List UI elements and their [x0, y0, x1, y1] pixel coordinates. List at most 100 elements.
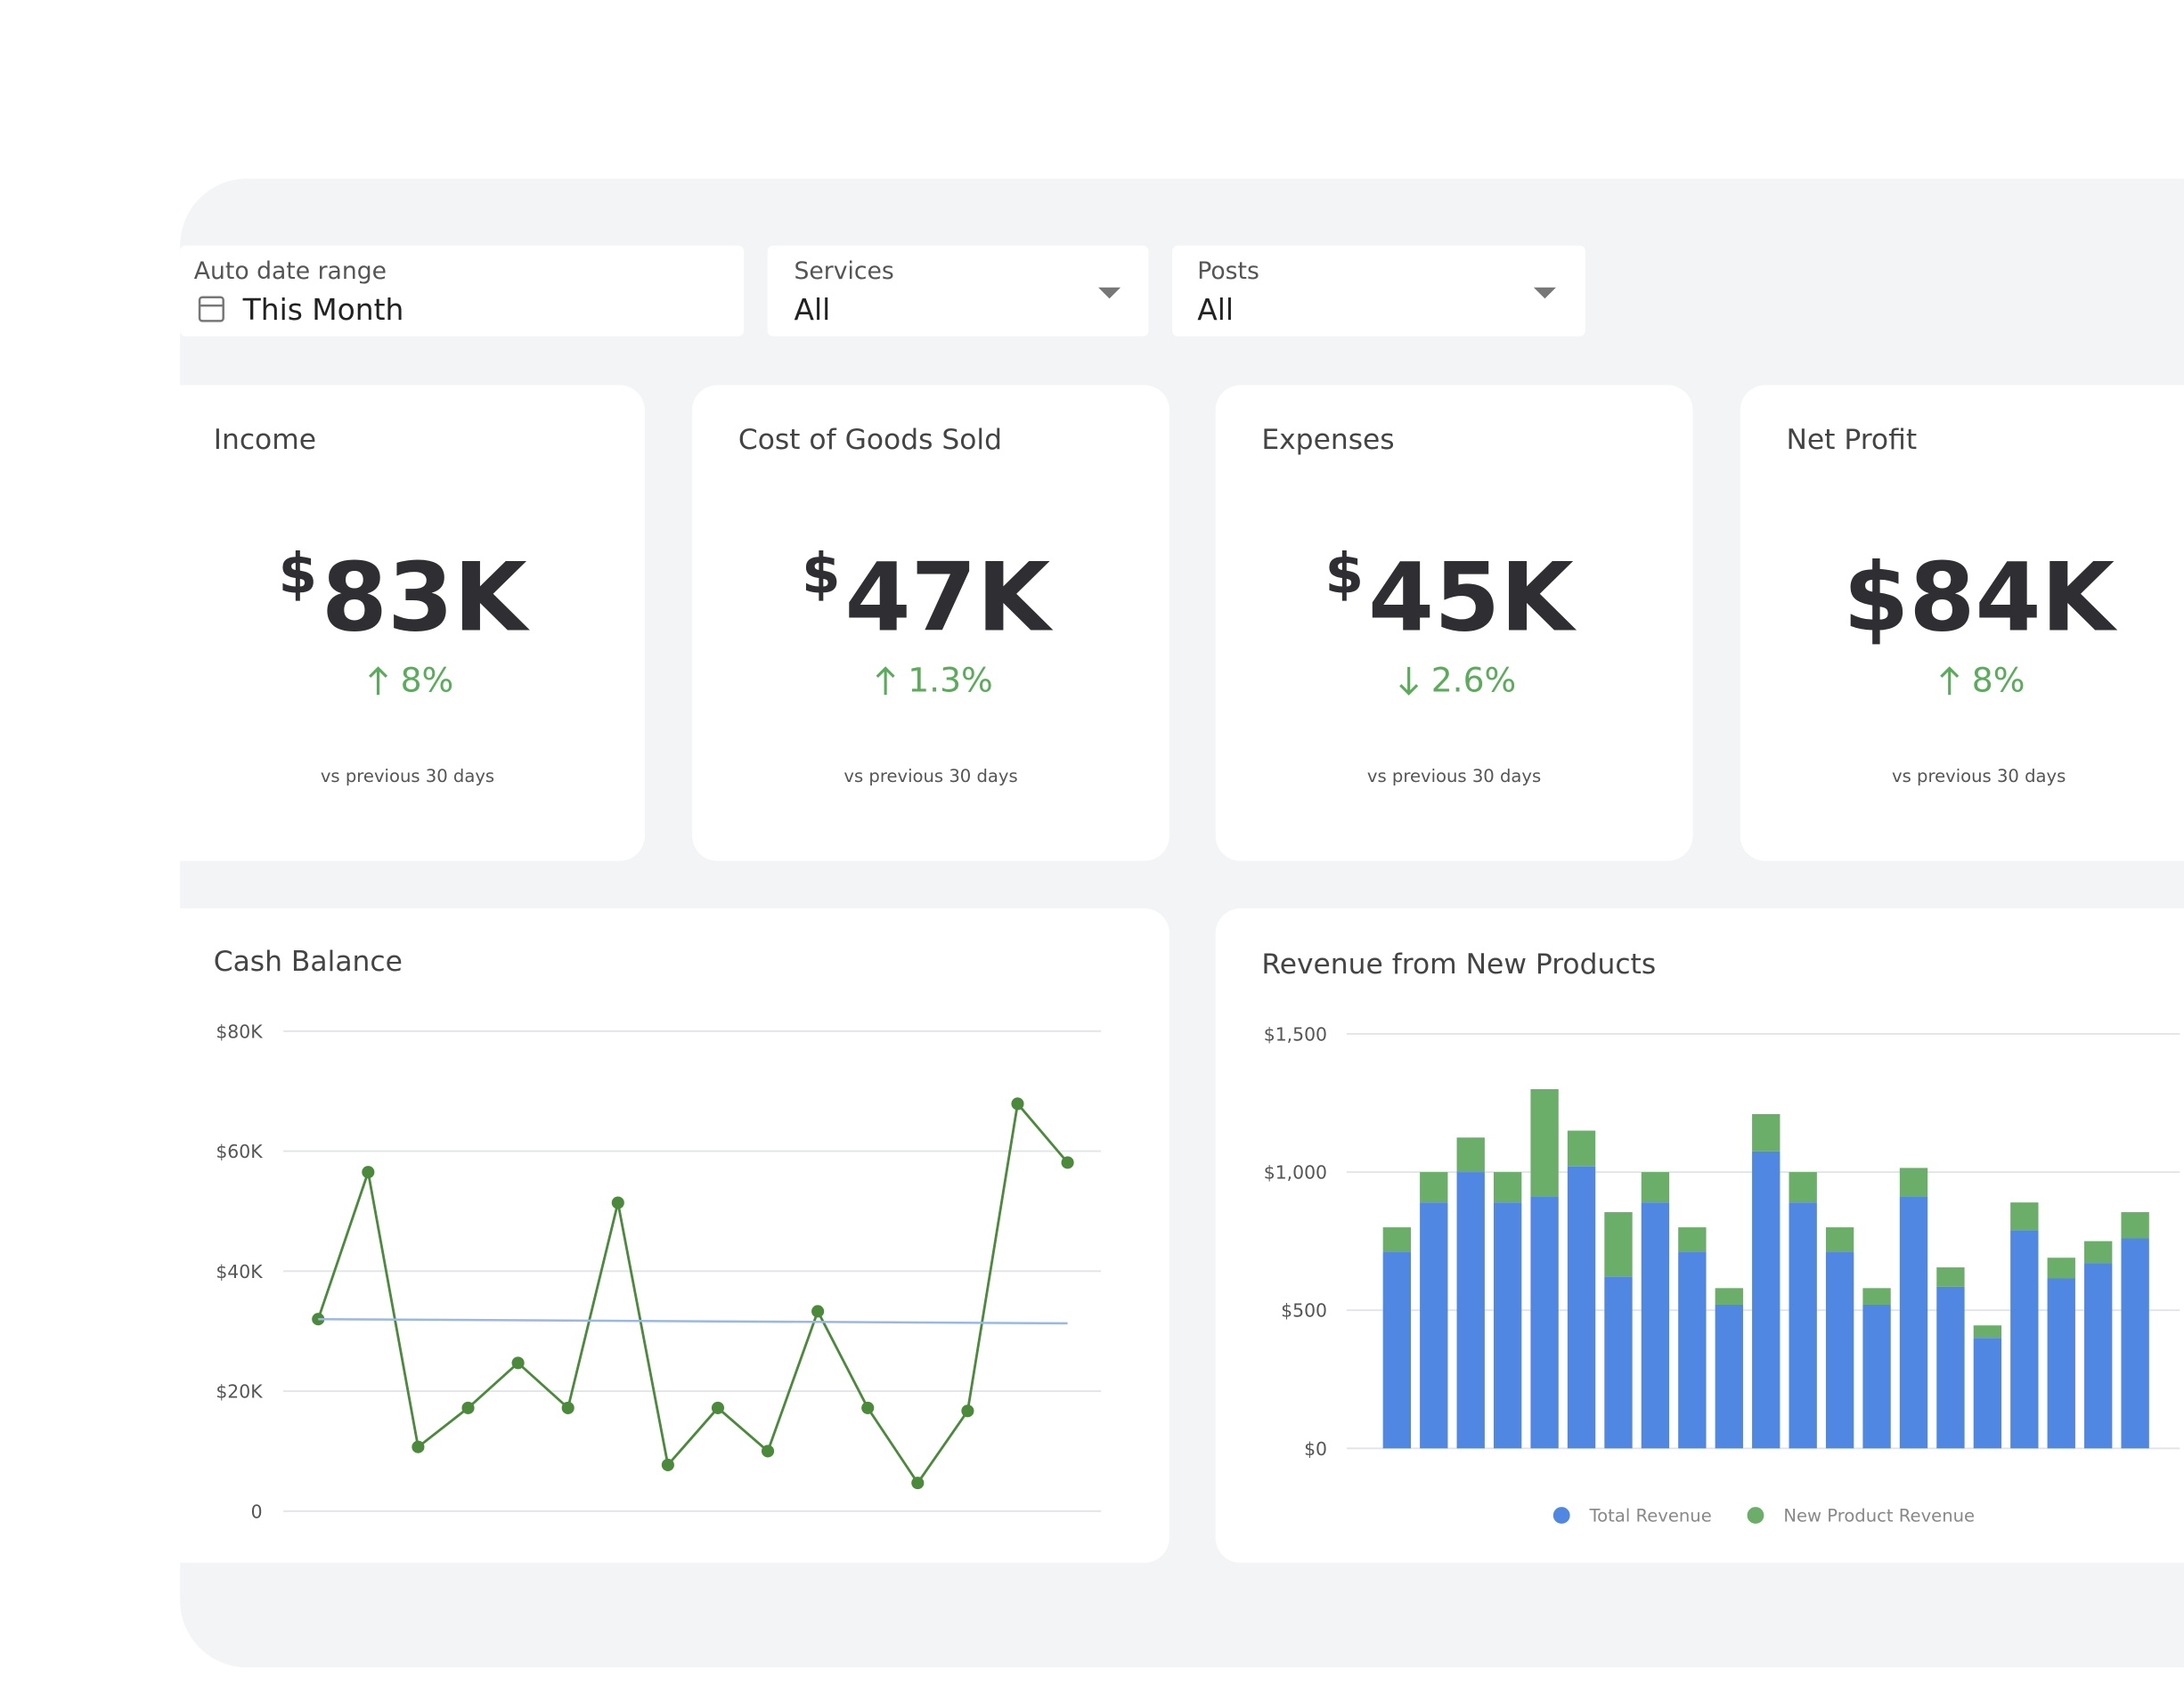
dropdown-arrow[interactable]	[1098, 287, 1121, 299]
kpi-card	[1215, 385, 1693, 861]
bar-segment	[1420, 1172, 1448, 1203]
kpi-change: 8%	[401, 661, 454, 700]
filter-value: All	[795, 292, 831, 327]
filter-value: This Month	[242, 292, 404, 327]
bar-segment	[1973, 1325, 2002, 1339]
kpi-arrow	[369, 666, 388, 696]
bar-segment	[1678, 1252, 1707, 1449]
filter-label: Auto date range	[194, 257, 387, 285]
bar-segment	[1456, 1172, 1485, 1449]
bar-segment	[1789, 1202, 1817, 1449]
bar-segment	[2047, 1278, 2075, 1449]
bar-segment	[1862, 1288, 1891, 1305]
bar-segment	[1715, 1288, 1743, 1305]
kpi-value: 83K	[322, 543, 530, 654]
kpi-change: 2.6%	[1431, 661, 1517, 700]
line	[318, 1317, 1068, 1325]
kpi-card	[1740, 385, 2184, 861]
bar-segment	[1493, 1202, 1522, 1449]
kpi-prefix: $	[802, 541, 841, 606]
bar-segment	[1752, 1113, 1781, 1152]
kpi-title: Net Profit	[1786, 424, 1917, 456]
bar-segment	[1382, 1252, 1412, 1449]
kpi-title: Expenses	[1261, 424, 1394, 456]
bar-segment	[2084, 1241, 2113, 1264]
legend-label: New Product Revenue	[1783, 1506, 1975, 1526]
y-tick-label: $20K	[216, 1381, 263, 1403]
bar-segment	[1420, 1202, 1448, 1449]
bar-segment	[1825, 1227, 1854, 1253]
kpi-value: $84K	[1843, 543, 2117, 654]
filter-label: Posts	[1197, 257, 1259, 285]
line	[316, 1101, 1069, 1486]
kpi-card	[153, 385, 645, 861]
bar-segment	[1825, 1252, 1854, 1449]
filter-value: All	[1197, 292, 1234, 327]
legend-marker	[1747, 1507, 1764, 1524]
filter-box[interactable]	[1172, 245, 1585, 337]
kpi-value: 45K	[1368, 543, 1577, 654]
kpi-arrow	[1399, 666, 1419, 696]
bar-segment	[1899, 1168, 1928, 1197]
kpi-value: 47K	[844, 543, 1053, 654]
left-margin	[0, 0, 181, 1685]
y-tick-label: 0	[251, 1501, 263, 1522]
y-tick-label: $0	[1304, 1438, 1327, 1460]
bar-segment	[1493, 1172, 1522, 1203]
bar-segment	[1456, 1137, 1485, 1173]
dropdown-arrow[interactable]	[1533, 287, 1556, 299]
bar-segment	[1567, 1166, 1596, 1449]
bar-segment	[2047, 1258, 2075, 1279]
bar-segment	[2010, 1230, 2039, 1449]
bar-segment	[1604, 1276, 1633, 1449]
kpi-arrow	[1940, 666, 1960, 696]
bar-segment	[1641, 1172, 1670, 1203]
legend-label: Total Revenue	[1589, 1506, 1712, 1526]
bar-segment	[1678, 1227, 1707, 1253]
bar-segment	[1530, 1089, 1559, 1197]
bar-segment	[2010, 1202, 2039, 1231]
bar-segment	[1899, 1196, 1928, 1449]
bar-segment	[1936, 1267, 1965, 1287]
y-tick-label: $500	[1281, 1300, 1327, 1322]
kpi-note: vs previous 30 days	[1892, 766, 2066, 786]
kpi-change: 1.3%	[908, 661, 993, 700]
kpi-note: vs previous 30 days	[321, 766, 494, 786]
kpi-arrow	[876, 666, 895, 696]
kpi-card	[692, 385, 1169, 861]
y-tick-label: $1,500	[1264, 1024, 1327, 1046]
chart-title: Cash Balance	[214, 946, 403, 978]
chart-title: Revenue from New Products	[1261, 948, 1656, 981]
y-tick-label: $1,000	[1264, 1162, 1327, 1184]
legend-marker	[1552, 1507, 1570, 1524]
y-tick-label: $40K	[216, 1261, 263, 1282]
bar-segment	[1567, 1130, 1596, 1167]
kpi-title: Income	[214, 424, 316, 456]
bar-segment	[1530, 1196, 1559, 1449]
bar-segment	[1604, 1212, 1633, 1277]
bar-segment	[2121, 1238, 2149, 1449]
bar-segment	[1789, 1172, 1817, 1203]
chart-card	[153, 908, 1169, 1563]
filter-box[interactable]	[767, 245, 1149, 337]
kpi-prefix: $	[278, 541, 317, 606]
bar-segment	[1641, 1202, 1670, 1449]
kpi-title: Cost of Goods Sold	[738, 424, 1002, 456]
y-tick-label: $60K	[216, 1141, 263, 1162]
bar-segment	[1752, 1151, 1781, 1449]
bar-segment	[2121, 1212, 2149, 1239]
bar-segment	[1973, 1338, 2002, 1449]
filter-box[interactable]	[180, 245, 745, 337]
bar-segment	[1715, 1304, 1743, 1449]
kpi-prefix: $	[1325, 541, 1365, 606]
bar-segment	[1382, 1227, 1412, 1253]
kpi-note: vs previous 30 days	[1367, 766, 1541, 786]
calendar-icon	[198, 296, 224, 322]
bar-segment	[1936, 1286, 1965, 1449]
filter-label: Services	[795, 257, 894, 285]
kpi-note: vs previous 30 days	[843, 766, 1017, 786]
kpi-change: 8%	[1972, 661, 2025, 700]
bar-segment	[1862, 1304, 1891, 1449]
